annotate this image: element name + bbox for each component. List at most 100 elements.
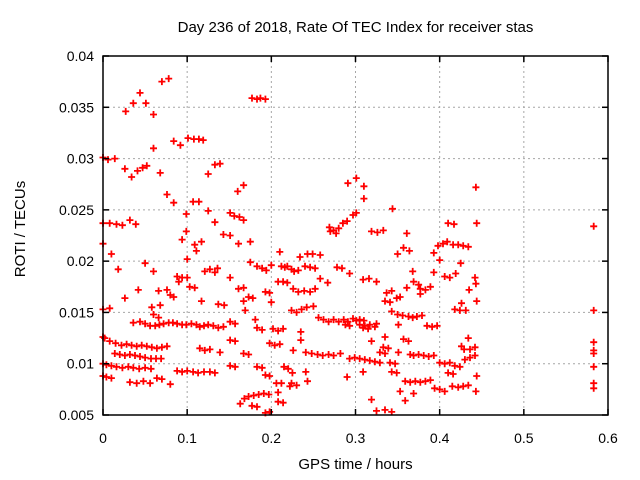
data-point: [450, 220, 458, 228]
data-point: [590, 338, 598, 346]
data-point: [235, 240, 242, 248]
data-point: [449, 370, 457, 378]
data-point: [155, 314, 163, 322]
data-point: [301, 262, 309, 270]
data-point: [156, 301, 164, 309]
data-point: [352, 317, 360, 325]
data-point: [426, 376, 434, 384]
y-tick-label: 0.03: [67, 151, 94, 167]
y-axis-label: ROTI / TECUs: [12, 180, 29, 278]
data-point: [245, 393, 253, 400]
data-point: [458, 299, 465, 307]
x-tick-label: 0.2: [262, 430, 282, 446]
data-point: [118, 341, 125, 349]
data-point: [141, 259, 149, 267]
data-point: [166, 380, 174, 388]
data-point: [394, 311, 402, 318]
data-point: [201, 267, 209, 275]
data-point: [201, 346, 209, 354]
data-point: [409, 314, 417, 322]
data-point: [330, 316, 338, 324]
data-point: [107, 250, 115, 258]
data-point: [269, 325, 277, 333]
data-point: [231, 363, 239, 371]
data-point: [182, 321, 190, 329]
data-point: [286, 382, 294, 390]
data-point: [383, 289, 391, 297]
data-point: [226, 274, 234, 282]
data-point: [373, 320, 380, 328]
data-point: [293, 308, 301, 316]
data-point: [271, 341, 279, 349]
data-point: [464, 334, 472, 342]
data-point: [196, 323, 204, 331]
data-point: [118, 364, 126, 372]
data-point: [118, 221, 126, 229]
data-point: [309, 302, 317, 310]
data-point: [371, 358, 379, 366]
data-point: [405, 313, 412, 320]
data-point: [436, 359, 444, 367]
data-point: [163, 286, 171, 294]
data-point: [311, 264, 319, 272]
data-point: [134, 286, 142, 294]
data-point: [590, 306, 598, 314]
data-point: [226, 232, 234, 239]
data-point: [339, 219, 347, 227]
data-point: [246, 238, 254, 246]
data-point: [293, 381, 301, 389]
data-point: [258, 326, 266, 334]
data-point: [131, 352, 139, 359]
data-point: [289, 285, 297, 293]
data-point: [471, 274, 479, 282]
data-point: [211, 161, 219, 169]
data-point: [129, 99, 137, 107]
data-point: [346, 322, 354, 330]
data-point: [352, 209, 360, 217]
data-point: [373, 278, 380, 286]
data-point: [315, 314, 322, 322]
data-point: [456, 363, 464, 371]
data-point: [234, 187, 242, 195]
data-point: [245, 293, 253, 301]
data-point: [330, 352, 338, 359]
data-point: [379, 226, 387, 234]
data-point: [464, 381, 472, 389]
data-point: [199, 136, 207, 144]
data-point: [346, 355, 354, 363]
data-point: [142, 99, 150, 107]
data-point: [394, 348, 402, 356]
data-point: [274, 388, 282, 396]
data-point: [388, 408, 396, 416]
data-point: [107, 374, 115, 382]
data-point: [413, 313, 421, 320]
data-point: [325, 318, 333, 326]
data-point: [267, 298, 275, 306]
data-point: [253, 324, 261, 332]
x-axis-label: GPS time / hours: [298, 456, 413, 473]
data-point: [102, 373, 110, 381]
data-point: [226, 336, 234, 344]
data-point: [126, 351, 134, 358]
data-point: [129, 364, 137, 372]
data-point: [175, 278, 183, 286]
data-point: [320, 316, 327, 324]
data-point: [182, 227, 190, 235]
data-point: [360, 195, 368, 203]
data-point: [289, 346, 297, 354]
data-point: [471, 343, 479, 351]
data-point: [441, 360, 449, 368]
data-point: [403, 229, 411, 237]
data-point: [284, 365, 292, 373]
data-point: [195, 135, 203, 143]
data-point: [416, 378, 424, 386]
data-point: [253, 403, 261, 411]
data-point: [360, 182, 368, 190]
data-point: [106, 219, 114, 227]
data-point: [173, 367, 181, 375]
data-point: [158, 375, 166, 383]
data-point: [333, 263, 341, 271]
data-point: [446, 359, 454, 367]
data-point: [249, 294, 257, 302]
